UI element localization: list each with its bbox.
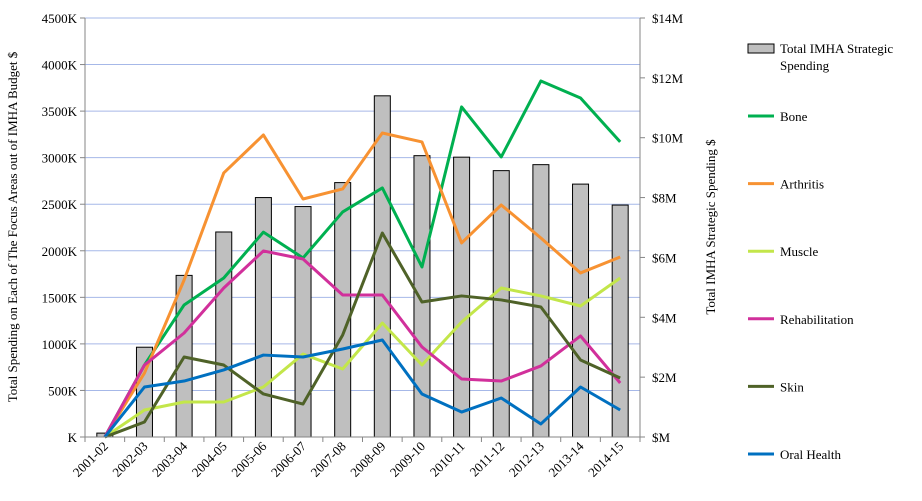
x-tick-label: 2011-12 bbox=[466, 439, 507, 480]
x-tick-label: 2003-04 bbox=[149, 438, 191, 480]
legend-label-bars-line2: Spending bbox=[780, 58, 830, 73]
x-tick-label: 2007-08 bbox=[308, 439, 349, 480]
legend-label-skin: Skin bbox=[780, 379, 804, 394]
y2-tick-label: $10M bbox=[652, 131, 684, 146]
y-tick-label: 2000K bbox=[42, 244, 78, 259]
y2-tick-label: $4M bbox=[652, 310, 677, 325]
y-tick-label: 4000K bbox=[42, 58, 78, 73]
bar-2014-15 bbox=[611, 204, 629, 438]
bars bbox=[96, 95, 629, 438]
y-axis-title: Total Spending on Each of The Focus Area… bbox=[5, 51, 20, 402]
y-tick-label: 2500K bbox=[42, 197, 78, 212]
y2-tick-label: $6M bbox=[652, 250, 677, 265]
y-tick-label: 1000K bbox=[42, 337, 78, 352]
line-oral-health bbox=[103, 338, 621, 438]
bar-2007-08 bbox=[334, 182, 352, 438]
legend-label-bone: Bone bbox=[780, 109, 808, 124]
line-skin bbox=[104, 231, 621, 439]
bar-2013-14 bbox=[572, 183, 590, 438]
legend-label-oral-health: Oral Health bbox=[780, 447, 842, 462]
y-tick-label: 1500K bbox=[42, 290, 78, 305]
gridlines bbox=[85, 17, 640, 391]
line-rehabilitation bbox=[103, 249, 622, 438]
line-bone bbox=[103, 79, 622, 438]
bar-2012-13 bbox=[532, 164, 550, 438]
legend-label-bars-line1: Total IMHA Strategic bbox=[780, 41, 893, 56]
y-tick-label: K bbox=[68, 430, 78, 445]
x-tick-label: 2009-10 bbox=[387, 439, 428, 480]
x-tick-label: 2013-14 bbox=[545, 438, 587, 480]
y-tick-label: 3500K bbox=[42, 104, 78, 119]
y2-tick-label: $2M bbox=[652, 370, 677, 385]
x-tick-label: 2005-06 bbox=[228, 438, 270, 480]
legend-swatch-bars bbox=[747, 43, 775, 54]
y-tick-label: 500K bbox=[48, 383, 78, 398]
series-lines bbox=[103, 79, 622, 439]
x-tick-label: 2010-11 bbox=[427, 439, 468, 480]
y2-tick-label: $14M bbox=[652, 11, 684, 26]
line-arthritis bbox=[103, 131, 621, 438]
y-tick-label: 3000K bbox=[42, 151, 78, 166]
legend-label-muscle: Muscle bbox=[780, 244, 819, 259]
legend-label-arthritis: Arthritis bbox=[780, 177, 824, 192]
x-tick-label: 2002-03 bbox=[109, 439, 150, 480]
bar-2004-05 bbox=[215, 231, 233, 438]
y2-tick-label: $12M bbox=[652, 71, 684, 86]
y2-tick-label: $8M bbox=[652, 191, 677, 206]
x-tick-label: 2014-15 bbox=[585, 439, 626, 480]
x-tick-label: 2006-07 bbox=[268, 438, 310, 480]
y-tick-label: 4500K bbox=[42, 11, 78, 26]
bar-2008-09 bbox=[373, 95, 391, 438]
x-tick-label: 2008-09 bbox=[347, 439, 388, 480]
y2-tick-label: $M bbox=[652, 430, 671, 445]
x-tick-label: 2012-13 bbox=[506, 439, 547, 480]
legend-label-rehabilitation: Rehabilitation bbox=[780, 312, 854, 327]
y2-axis-title: Total IMHA Strategic Spending $ bbox=[703, 139, 718, 315]
legend: Total IMHA Strategic Spending Bone Arthriti… bbox=[747, 41, 893, 462]
x-tick-label: 2004-05 bbox=[189, 439, 230, 480]
